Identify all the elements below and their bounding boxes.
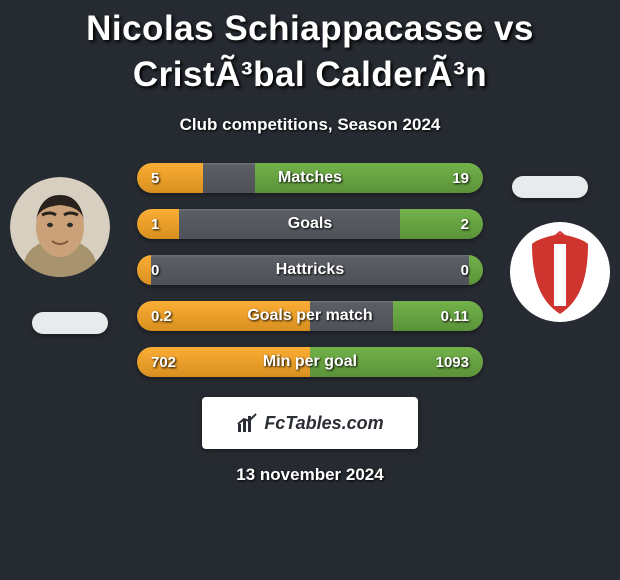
stat-row: Goals per match0.2 0.11 bbox=[137, 301, 483, 331]
stat-label: Goals bbox=[137, 209, 483, 239]
stat-value-left: 0 bbox=[151, 255, 159, 285]
stat-value-right: 19 bbox=[452, 163, 469, 193]
stat-row: Hattricks0 0 bbox=[137, 255, 483, 285]
player-left-country-pill bbox=[32, 312, 108, 334]
stat-value-left: 702 bbox=[151, 347, 176, 377]
player-right-country-pill bbox=[512, 176, 588, 198]
player-left-avatar bbox=[10, 177, 110, 277]
club-right-badge bbox=[510, 222, 610, 322]
page-title: Nicolas Schiappacasse vs CristÃ³bal Cald… bbox=[0, 0, 620, 97]
brand-icon bbox=[236, 412, 258, 434]
stat-value-left: 5 bbox=[151, 163, 159, 193]
bars-list: Matches5 19 Goals1 2 Hattricks0 0 Goals per ma… bbox=[137, 163, 483, 377]
footer-brand-badge: FcTables.com bbox=[202, 397, 418, 449]
subtitle: Club competitions, Season 2024 bbox=[0, 115, 620, 135]
stat-label: Hattricks bbox=[137, 255, 483, 285]
stat-row: Matches5 19 bbox=[137, 163, 483, 193]
stat-row: Goals1 2 bbox=[137, 209, 483, 239]
avatar-svg bbox=[10, 177, 110, 277]
stat-value-left: 0.2 bbox=[151, 301, 172, 331]
footer-brand-text: FcTables.com bbox=[264, 413, 383, 434]
stat-value-right: 0 bbox=[461, 255, 469, 285]
footer-date: 13 november 2024 bbox=[0, 465, 620, 485]
club-badge-svg bbox=[510, 222, 610, 322]
stat-value-right: 0.11 bbox=[441, 301, 469, 331]
stat-value-right: 1093 bbox=[436, 347, 469, 377]
stat-label: Min per goal bbox=[137, 347, 483, 377]
stat-label: Goals per match bbox=[137, 301, 483, 331]
stat-row: Min per goal702 1093 bbox=[137, 347, 483, 377]
stat-value-right: 2 bbox=[461, 209, 469, 239]
stat-value-left: 1 bbox=[151, 209, 159, 239]
stat-label: Matches bbox=[137, 163, 483, 193]
